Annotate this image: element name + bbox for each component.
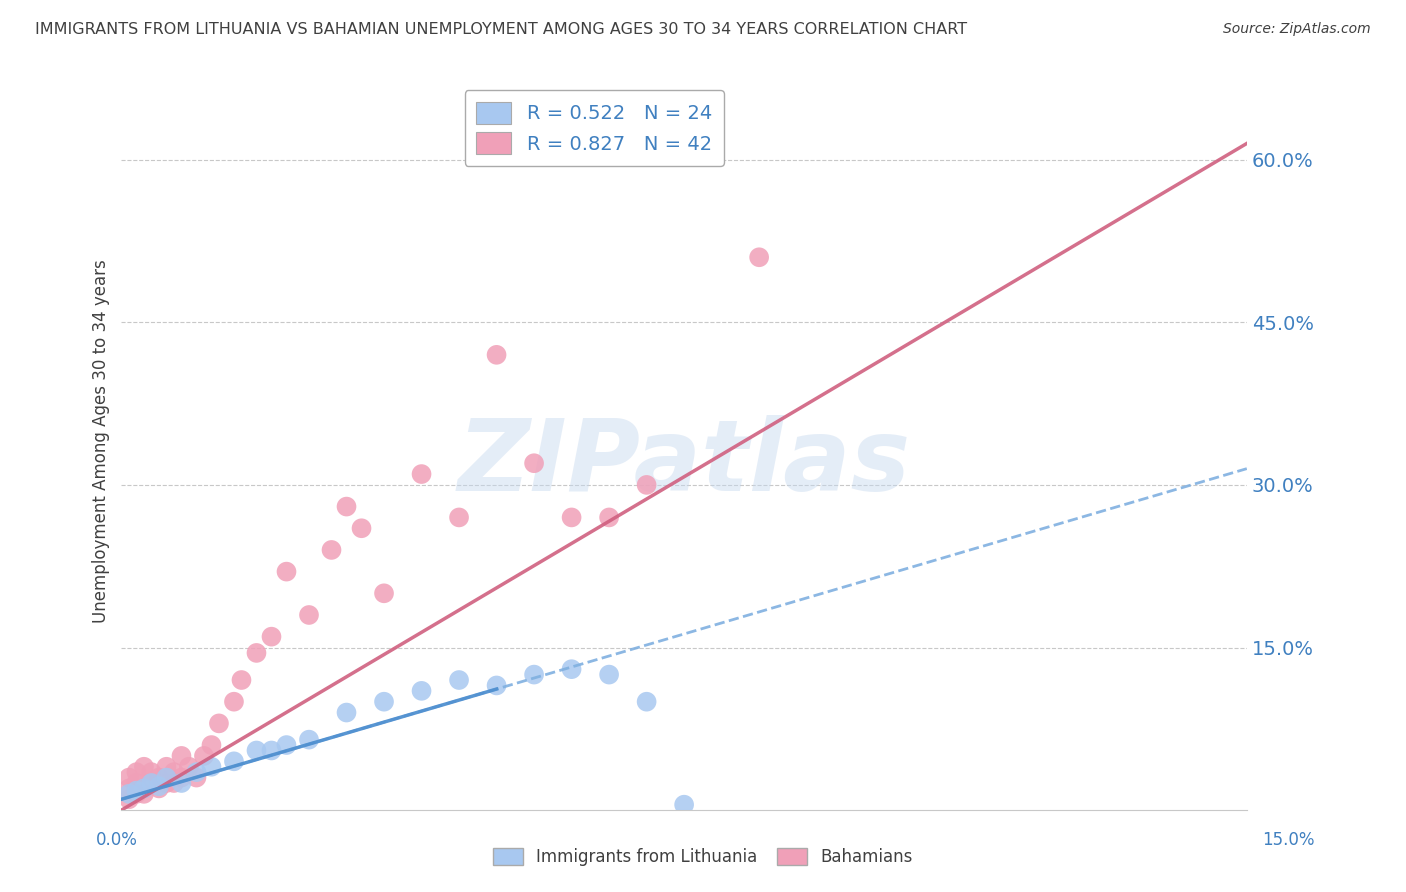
Point (373, 586, 395, 600)
Point (245, 646, 267, 660)
Point (598, 510, 620, 524)
Point (125, 776, 148, 790)
Text: IMMIGRANTS FROM LITHUANIA VS BAHAMIAN UNEMPLOYMENT AMONG AGES 30 TO 34 YEARS COR: IMMIGRANTS FROM LITHUANIA VS BAHAMIAN UN… (35, 22, 967, 37)
Text: 0.0%: 0.0% (96, 831, 138, 849)
Text: ZIPatlas: ZIPatlas (457, 415, 911, 512)
Point (186, 765, 208, 780)
Point (163, 776, 186, 790)
Point (485, 348, 508, 362)
Point (118, 792, 141, 806)
Point (170, 771, 193, 785)
Point (125, 765, 148, 780)
Legend: Immigrants from Lithuania, Bahamians: Immigrants from Lithuania, Bahamians (486, 841, 920, 873)
Point (335, 706, 357, 720)
Point (523, 667, 546, 681)
Point (636, 695, 658, 709)
Point (200, 738, 222, 752)
Point (200, 760, 222, 774)
Point (276, 565, 298, 579)
Point (260, 743, 283, 757)
Text: Source: ZipAtlas.com: Source: ZipAtlas.com (1223, 22, 1371, 37)
Point (148, 779, 170, 793)
Point (148, 771, 170, 785)
Point (636, 478, 658, 492)
Point (208, 716, 231, 731)
Point (118, 781, 141, 796)
Point (177, 760, 200, 774)
Point (350, 521, 373, 535)
Point (598, 667, 620, 681)
Point (141, 776, 163, 790)
Point (447, 510, 470, 524)
Y-axis label: Unemployment Among Ages 30 to 34 years: Unemployment Among Ages 30 to 34 years (93, 260, 110, 624)
Point (245, 743, 267, 757)
Text: 15.0%: 15.0% (1263, 831, 1315, 849)
Point (411, 684, 433, 698)
Point (170, 748, 193, 763)
Point (561, 662, 583, 676)
Point (485, 678, 508, 692)
Point (561, 510, 583, 524)
Point (298, 732, 321, 747)
Point (260, 630, 283, 644)
Point (748, 250, 770, 264)
Point (141, 765, 163, 780)
Point (170, 776, 193, 790)
Legend: R = 0.522   N = 24, R = 0.827   N = 42: R = 0.522 N = 24, R = 0.827 N = 42 (464, 90, 724, 166)
Point (118, 771, 141, 785)
Point (373, 695, 395, 709)
Point (411, 467, 433, 481)
Point (141, 776, 163, 790)
Point (231, 673, 253, 687)
Point (321, 543, 343, 558)
Point (298, 607, 321, 622)
Point (186, 771, 208, 785)
Point (132, 781, 155, 796)
Point (335, 500, 357, 514)
Point (155, 776, 177, 790)
Point (163, 765, 186, 780)
Point (155, 760, 177, 774)
Point (125, 783, 148, 797)
Point (673, 797, 696, 812)
Point (125, 787, 148, 801)
Point (132, 781, 155, 796)
Point (155, 771, 177, 785)
Point (276, 738, 298, 752)
Point (447, 673, 470, 687)
Point (148, 781, 170, 796)
Point (132, 760, 155, 774)
Point (193, 748, 215, 763)
Point (118, 787, 141, 801)
Point (132, 787, 155, 801)
Point (222, 754, 245, 768)
Point (523, 456, 546, 470)
Point (222, 695, 245, 709)
